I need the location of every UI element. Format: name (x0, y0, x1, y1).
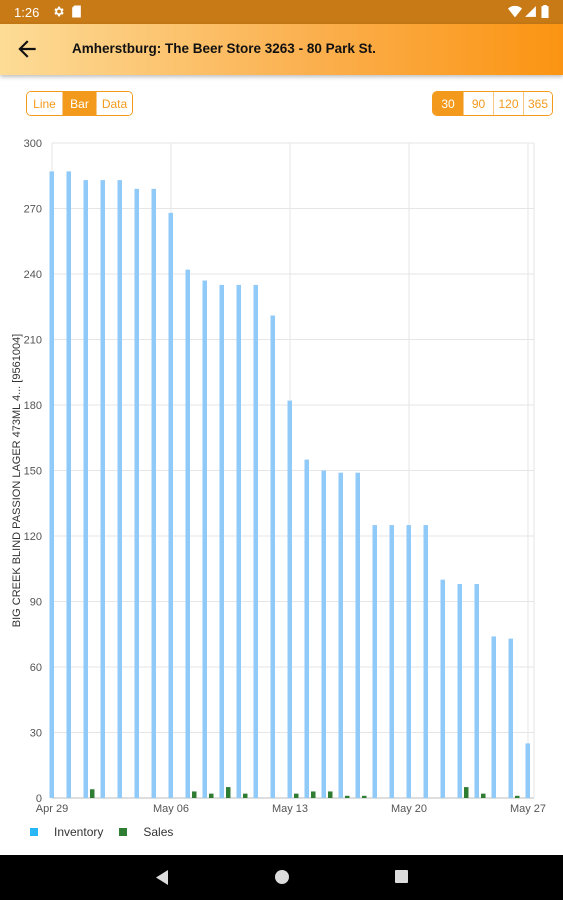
recents-square-icon[interactable] (394, 869, 409, 884)
system-nav-bar (0, 855, 563, 900)
y-axis-label: BIG CREEK BLIND PASSION LAGER 473ML 4...… (11, 334, 23, 627)
sales-bar[interactable] (328, 791, 333, 798)
inventory-bar[interactable] (304, 459, 310, 798)
chart-ticks: 0 30 60 90 120 150 180 210 240 270 300 Apr 29 May 06… (24, 138, 546, 815)
x-tick-label: May 13 (272, 803, 308, 815)
y-tick-label: 0 (36, 793, 42, 805)
range-toggle: 30 90 120 365 (432, 91, 553, 116)
y-tick-label: 60 (30, 662, 42, 674)
inventory-bar[interactable] (202, 280, 208, 798)
inventory-bar[interactable] (151, 188, 157, 799)
inventory-bar[interactable] (134, 188, 140, 799)
sales-bar[interactable] (192, 791, 197, 798)
chart-legend: Inventory Sales (30, 825, 189, 839)
legend-sales-swatch (119, 828, 128, 836)
status-bar: 1:26 (0, 0, 563, 24)
inventory-bar[interactable] (287, 400, 293, 798)
inventory-bar[interactable] (168, 212, 174, 798)
inventory-bar[interactable] (117, 180, 123, 798)
inventory-bar[interactable] (440, 579, 446, 798)
battery-icon (541, 5, 549, 18)
sales-bar[interactable] (311, 791, 316, 798)
sd-card-icon (72, 5, 81, 18)
inventory-bar[interactable] (355, 472, 361, 798)
range-option-365[interactable]: 365 (523, 92, 552, 115)
inventory-bar[interactable] (253, 284, 259, 798)
sales-bar[interactable] (362, 795, 367, 798)
inventory-bar[interactable] (185, 269, 191, 799)
range-option-90[interactable]: 90 (463, 92, 493, 115)
inventory-bar[interactable] (219, 284, 225, 798)
arrow-back-icon[interactable] (14, 36, 40, 62)
inventory-sales-chart: 0 30 60 90 120 150 180 210 240 270 300 Apr 29 May 06… (11, 138, 546, 815)
inventory-bar[interactable] (321, 470, 327, 799)
x-tick-label: May 27 (510, 803, 546, 815)
chart-bars (49, 171, 531, 799)
inventory-bar[interactable] (338, 472, 344, 798)
home-circle-icon[interactable] (274, 869, 290, 885)
inventory-bar[interactable] (270, 315, 276, 798)
sales-bar[interactable] (243, 793, 248, 798)
range-option-30[interactable]: 30 (433, 92, 463, 115)
inventory-bar[interactable] (49, 171, 55, 799)
view-option-line[interactable]: Line (27, 92, 62, 115)
y-tick-label: 90 (30, 597, 42, 609)
sales-bar[interactable] (464, 787, 469, 798)
sales-bar[interactable] (294, 793, 299, 798)
inventory-bar[interactable] (100, 180, 106, 798)
wifi-icon (508, 5, 522, 18)
y-tick-label: 210 (24, 335, 42, 347)
y-tick-label: 300 (24, 138, 42, 150)
back-triangle-icon[interactable] (154, 869, 170, 886)
legend-sales-label: Sales (143, 825, 174, 839)
inventory-bar[interactable] (83, 180, 89, 798)
view-option-data[interactable]: Data (96, 92, 132, 115)
inventory-bar[interactable] (389, 525, 395, 798)
inventory-bar[interactable] (66, 171, 72, 799)
y-tick-label: 150 (24, 466, 42, 478)
x-tick-label: Apr 29 (36, 803, 68, 815)
inventory-bar[interactable] (457, 584, 463, 798)
inventory-bar[interactable] (525, 743, 531, 798)
app-bar: Amherstburg: The Beer Store 3263 - 80 Pa… (0, 24, 563, 75)
view-option-bar[interactable]: Bar (62, 92, 96, 115)
status-time: 1:26 (14, 5, 40, 20)
inventory-bar[interactable] (474, 584, 480, 798)
sales-bar[interactable] (90, 789, 95, 798)
gear-icon (54, 6, 64, 17)
y-tick-label: 240 (24, 269, 42, 281)
legend-inventory-label: Inventory (54, 825, 104, 839)
signal-icon (525, 6, 536, 17)
y-tick-label: 270 (24, 204, 42, 216)
page-title: Amherstburg: The Beer Store 3263 - 80 Pa… (72, 41, 376, 56)
inventory-bar[interactable] (236, 284, 242, 798)
inventory-bar[interactable] (508, 638, 514, 798)
y-tick-label: 180 (24, 400, 42, 412)
range-option-120[interactable]: 120 (493, 92, 523, 115)
legend-sales[interactable]: Sales (119, 825, 173, 839)
sales-bar[interactable] (209, 793, 214, 798)
legend-inventory[interactable]: Inventory (30, 825, 103, 839)
y-tick-label: 120 (24, 531, 42, 543)
sales-bar[interactable] (345, 795, 350, 798)
inventory-bar[interactable] (423, 525, 429, 798)
inventory-bar[interactable] (372, 525, 378, 798)
sales-bar[interactable] (515, 795, 520, 798)
x-tick-label: May 20 (391, 803, 427, 815)
view-toggle: Line Bar Data (26, 91, 133, 116)
sales-bar[interactable] (481, 793, 486, 798)
sales-bar[interactable] (226, 787, 231, 798)
inventory-bar[interactable] (491, 636, 497, 798)
x-tick-label: May 06 (153, 803, 189, 815)
y-tick-label: 30 (30, 728, 42, 740)
inventory-bar[interactable] (406, 525, 412, 798)
legend-inventory-swatch (30, 828, 38, 836)
